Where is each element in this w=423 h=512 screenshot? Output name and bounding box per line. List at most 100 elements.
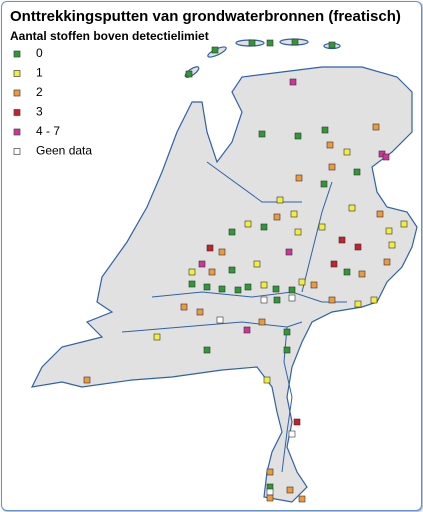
well-point	[218, 285, 226, 293]
well-point	[266, 468, 274, 476]
well-point	[218, 248, 226, 256]
well-point	[196, 308, 204, 316]
well-point	[260, 223, 268, 231]
well-point	[228, 266, 236, 274]
well-point	[266, 494, 274, 502]
legend: 0 1 2 3 4 - 7 Geen data	[13, 46, 92, 158]
well-point	[266, 488, 274, 496]
well-point	[354, 243, 362, 251]
river	[301, 181, 333, 293]
legend-label: 1	[36, 66, 43, 80]
legend-label: 4 - 7	[36, 124, 60, 138]
legend-swatch	[13, 148, 21, 155]
well-point	[285, 248, 293, 256]
well-point	[290, 210, 298, 218]
map-subtitle: Aantal stoffen boven detectielimiet	[10, 29, 209, 43]
well-point	[328, 163, 336, 171]
land	[30, 38, 418, 503]
well-point	[321, 126, 329, 134]
well-point	[328, 41, 336, 49]
well-point	[180, 303, 188, 311]
well-point	[272, 285, 280, 293]
well-point	[388, 241, 396, 249]
well-point	[372, 123, 380, 131]
well-point	[343, 148, 351, 156]
river	[206, 161, 302, 203]
legend-swatch	[13, 89, 21, 97]
well-point	[298, 278, 306, 286]
well-point	[354, 300, 362, 308]
well-point	[244, 283, 252, 291]
legend-label: 0	[36, 46, 43, 60]
well-point	[295, 174, 303, 182]
well-point	[383, 258, 391, 266]
well-point	[266, 39, 274, 47]
well-point	[289, 78, 297, 86]
legend-swatch	[13, 128, 21, 136]
country-outline	[30, 66, 418, 503]
well-point	[400, 220, 408, 228]
well-point	[310, 281, 318, 289]
well-point	[293, 418, 301, 426]
well-point	[385, 227, 393, 235]
well-point	[276, 196, 284, 204]
well-point	[338, 236, 346, 244]
legend-label: Geen data	[36, 144, 92, 158]
well-point	[320, 180, 328, 188]
well-point	[376, 210, 384, 218]
well-point	[203, 283, 211, 291]
well-point	[258, 318, 266, 326]
legend-swatch	[13, 50, 21, 58]
well-point	[298, 495, 306, 503]
well-point	[198, 260, 206, 268]
legend-label: 3	[36, 105, 43, 119]
well-point	[211, 46, 219, 54]
well-point	[273, 213, 281, 221]
well-point	[288, 286, 296, 294]
well-point	[83, 376, 91, 384]
wells	[83, 38, 408, 503]
well-point	[288, 430, 296, 438]
well-point	[216, 316, 224, 324]
well-point	[253, 260, 261, 268]
legend-label: 2	[36, 85, 43, 99]
well-point	[263, 376, 271, 384]
well-point	[206, 244, 214, 252]
well-point	[228, 228, 236, 236]
river	[121, 321, 303, 333]
well-point	[153, 333, 161, 341]
well-point	[330, 260, 338, 268]
legend-swatch	[13, 109, 21, 116]
well-point	[283, 346, 291, 354]
well-point	[348, 204, 356, 212]
rivers	[121, 161, 347, 473]
well-point	[260, 281, 268, 289]
map-title: Onttrekkingsputten van grondwaterbronnen…	[10, 8, 401, 25]
well-point	[318, 223, 326, 231]
well-point	[260, 296, 268, 304]
well-point	[370, 296, 378, 304]
well-point	[382, 153, 390, 161]
well-point	[294, 132, 302, 140]
well-point	[353, 168, 361, 176]
well-point	[185, 70, 193, 78]
well-point	[234, 286, 242, 294]
well-point	[326, 141, 334, 149]
well-point	[188, 280, 196, 288]
well-point	[343, 268, 351, 276]
well-point	[283, 328, 291, 336]
well-point	[291, 38, 299, 46]
well-point	[288, 294, 296, 302]
well-point	[248, 39, 256, 47]
legend-swatch	[13, 70, 21, 77]
well-point	[273, 296, 281, 304]
well-point	[258, 130, 266, 138]
well-point	[208, 268, 216, 276]
well-point	[203, 346, 211, 354]
well-point	[188, 268, 196, 276]
well-point	[243, 326, 251, 334]
well-point	[286, 486, 294, 494]
well-point	[244, 220, 252, 228]
river	[151, 291, 347, 303]
